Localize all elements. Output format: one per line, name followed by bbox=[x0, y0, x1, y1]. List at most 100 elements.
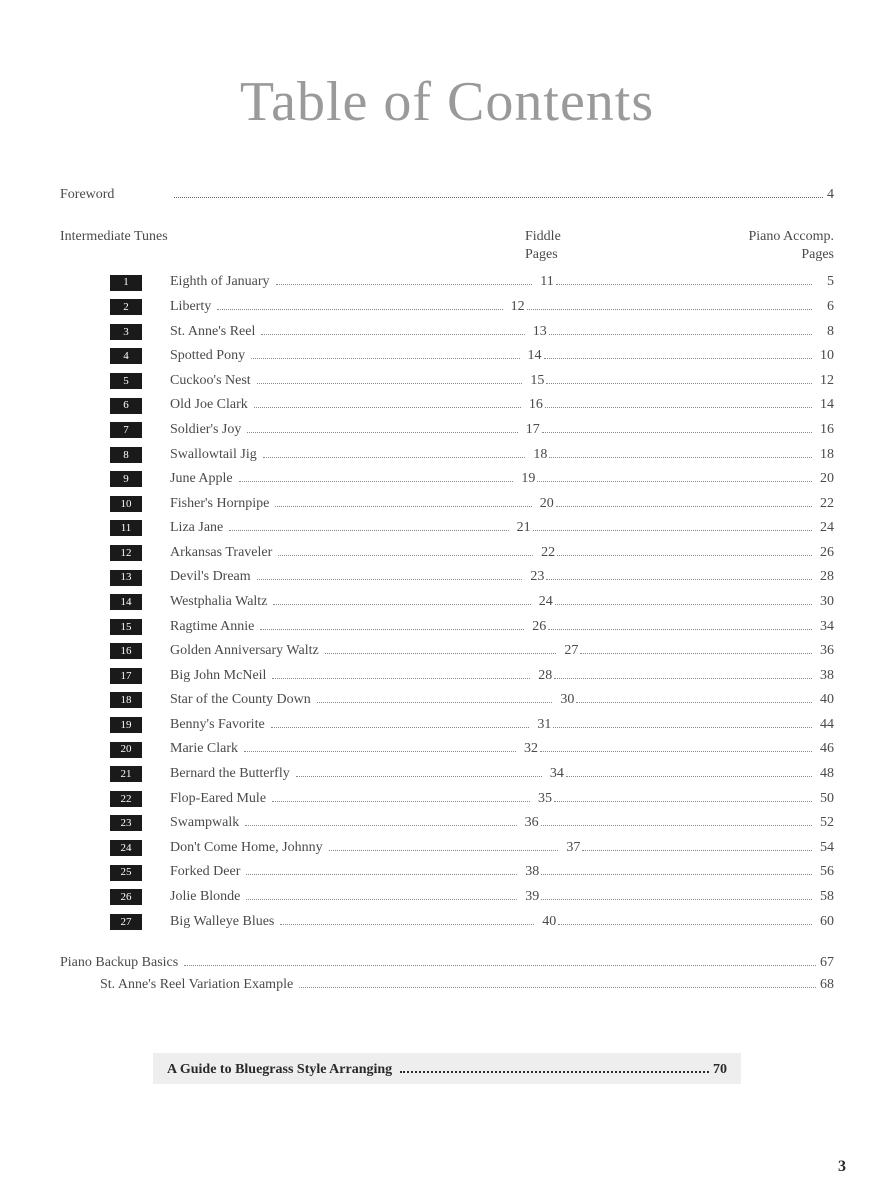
leader-dots bbox=[554, 789, 812, 802]
section-header: Intermediate Tunes Fiddle Piano Accomp. bbox=[60, 229, 834, 245]
accomp-page: 22 bbox=[814, 495, 834, 513]
fiddle-page: 27 bbox=[558, 642, 578, 660]
fiddle-page: 34 bbox=[544, 765, 564, 783]
page-title: Table of Contents bbox=[60, 70, 834, 134]
fiddle-page: 26 bbox=[526, 618, 546, 636]
tune-number-box: 4 bbox=[110, 348, 142, 364]
leader-dots bbox=[260, 617, 524, 630]
tune-number-box: 17 bbox=[110, 668, 142, 684]
leader-dots bbox=[555, 592, 812, 605]
tune-number-box: 19 bbox=[110, 717, 142, 733]
tune-title: Soldier's Joy bbox=[170, 421, 245, 439]
leader-dots bbox=[296, 764, 542, 777]
tune-number-box: 9 bbox=[110, 471, 142, 487]
toc-row: 24Don't Come Home, Johnny3754 bbox=[60, 838, 834, 857]
accomp-page: 10 bbox=[814, 347, 834, 365]
guide-label: A Guide to Bluegrass Style Arranging bbox=[167, 1062, 398, 1078]
leader-dots bbox=[556, 273, 812, 286]
leader-dots bbox=[540, 740, 812, 753]
leader-dots bbox=[553, 715, 812, 728]
leader-dots bbox=[556, 494, 812, 507]
leader-dots bbox=[549, 322, 812, 335]
leader-dots bbox=[541, 813, 812, 826]
tune-title: Big Walleye Blues bbox=[170, 913, 278, 931]
tune-number-box: 20 bbox=[110, 742, 142, 758]
leader-dots bbox=[272, 666, 530, 679]
guide-page: 70 bbox=[711, 1062, 727, 1078]
leader-dots bbox=[544, 346, 812, 359]
extra-row: Piano Backup Basics67 bbox=[60, 953, 834, 971]
fiddle-page: 21 bbox=[511, 519, 531, 537]
accomp-page: 26 bbox=[814, 544, 834, 562]
fiddle-page: 36 bbox=[519, 814, 539, 832]
tune-title: Spotted Pony bbox=[170, 347, 249, 365]
toc-row: 25Forked Deer3856 bbox=[60, 862, 834, 881]
toc-row: 20Marie Clark3246 bbox=[60, 740, 834, 759]
toc-row: 9June Apple1920 bbox=[60, 469, 834, 488]
leader-dots bbox=[541, 887, 812, 900]
accomp-page: 58 bbox=[814, 888, 834, 906]
toc-row: 26Jolie Blonde3958 bbox=[60, 887, 834, 906]
tune-title: Don't Come Home, Johnny bbox=[170, 839, 327, 857]
tune-number-box: 3 bbox=[110, 324, 142, 340]
leader-dots bbox=[566, 764, 812, 777]
toc-row: 8Swallowtail Jig1818 bbox=[60, 445, 834, 464]
toc-row: 18Star of the County Down3040 bbox=[60, 690, 834, 709]
tune-number-box: 21 bbox=[110, 766, 142, 782]
leader-dots bbox=[548, 617, 812, 630]
leader-dots bbox=[273, 592, 530, 605]
accomp-page: 12 bbox=[814, 372, 834, 390]
column-fiddle-label: Fiddle bbox=[525, 229, 725, 245]
accomp-page: 44 bbox=[814, 716, 834, 734]
tune-title: Fisher's Hornpipe bbox=[170, 495, 273, 513]
fiddle-page: 19 bbox=[515, 470, 535, 488]
leader-dots bbox=[246, 862, 517, 875]
leader-dots bbox=[554, 666, 812, 679]
accomp-page: 38 bbox=[814, 667, 834, 685]
tune-number-box: 12 bbox=[110, 545, 142, 561]
leader-dots bbox=[527, 297, 812, 310]
tune-number-box: 24 bbox=[110, 840, 142, 856]
leader-dots bbox=[276, 273, 532, 286]
toc-list: 1Eighth of January1152Liberty1263St. Ann… bbox=[60, 273, 834, 931]
leader-dots bbox=[299, 976, 816, 989]
leader-dots bbox=[244, 740, 516, 753]
accomp-page: 56 bbox=[814, 863, 834, 881]
fiddle-page: 23 bbox=[524, 568, 544, 586]
column-piano-sublabel: Pages bbox=[725, 247, 834, 263]
fiddle-page: 13 bbox=[527, 323, 547, 341]
accomp-page: 8 bbox=[814, 323, 834, 341]
fiddle-page: 28 bbox=[532, 667, 552, 685]
tune-title: Swampwalk bbox=[170, 814, 243, 832]
leader-dots bbox=[329, 838, 559, 851]
fiddle-page: 12 bbox=[505, 298, 525, 316]
tune-number-box: 6 bbox=[110, 398, 142, 414]
tune-title: Eighth of January bbox=[170, 273, 274, 291]
tune-number-box: 14 bbox=[110, 594, 142, 610]
tune-number-box: 25 bbox=[110, 865, 142, 881]
toc-row: 19Benny's Favorite3144 bbox=[60, 715, 834, 734]
leader-dots bbox=[272, 789, 530, 802]
toc-row: 4 Spotted Pony 14 10 bbox=[60, 346, 834, 365]
leader-dots bbox=[229, 518, 508, 531]
leader-dots bbox=[174, 184, 823, 198]
page-number: 3 bbox=[838, 1158, 846, 1176]
toc-row: 3St. Anne's Reel138 bbox=[60, 322, 834, 341]
fiddle-page: 14 bbox=[522, 347, 542, 365]
leader-dots bbox=[257, 371, 523, 384]
leader-dots bbox=[545, 395, 812, 408]
leader-dots bbox=[542, 420, 812, 433]
accomp-page: 18 bbox=[814, 446, 834, 464]
extra-label: St. Anne's Reel Variation Example bbox=[60, 977, 297, 993]
toc-row: 21Bernard the Butterfly3448 bbox=[60, 764, 834, 783]
leader-dots bbox=[278, 543, 533, 556]
leader-dots bbox=[280, 912, 534, 925]
leader-dots bbox=[239, 469, 514, 482]
toc-row: 6Old Joe Clark1614 bbox=[60, 395, 834, 414]
toc-row: 14Westphalia Waltz2430 bbox=[60, 592, 834, 611]
leader-dots bbox=[254, 395, 521, 408]
leader-dots bbox=[541, 862, 812, 875]
tune-number-box: 11 bbox=[110, 520, 142, 536]
column-piano-label: Piano Accomp. bbox=[725, 229, 834, 245]
fiddle-page: 18 bbox=[527, 446, 547, 464]
